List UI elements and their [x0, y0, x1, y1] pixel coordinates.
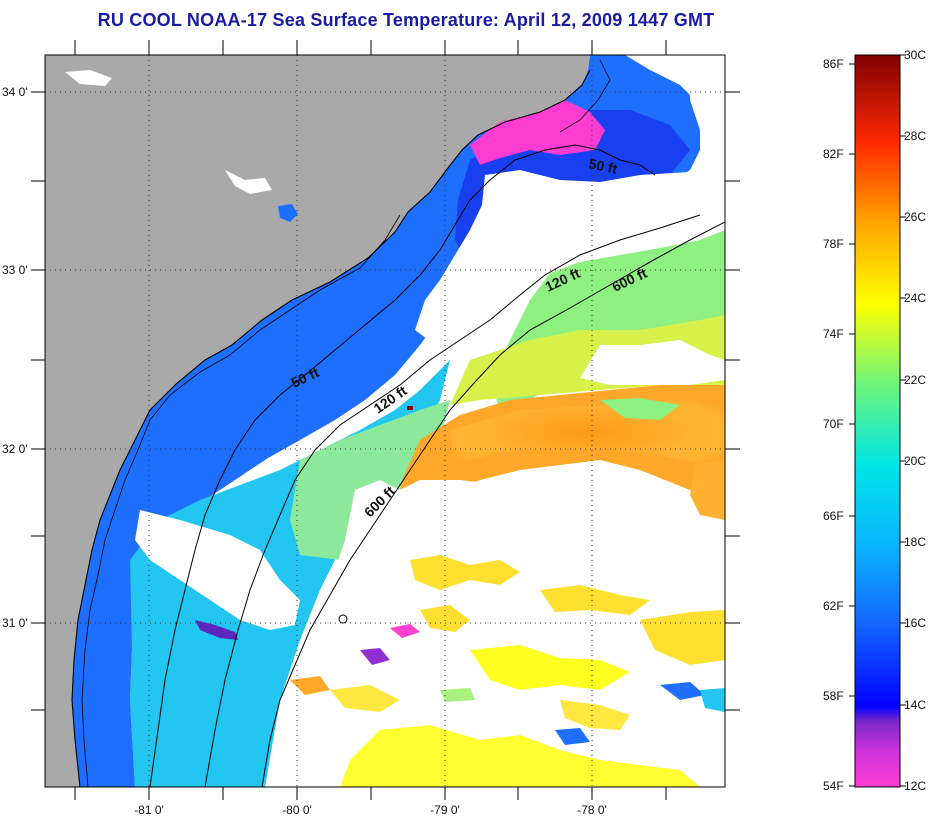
sst-map	[45, 55, 725, 787]
lat-label-33: 33 0'	[2, 263, 28, 277]
colorbar-scale	[854, 54, 901, 788]
warm-pixel-marker	[407, 406, 413, 410]
cold-purple-patch-2	[195, 620, 238, 640]
colorbar-c-30: 30C	[904, 48, 926, 62]
colorbar-c-24: 24C	[904, 291, 926, 305]
barrier-islands	[81, 59, 611, 787]
colorbar-f-82: 82F	[823, 147, 844, 161]
lat-label-31: 31 0'	[2, 616, 28, 630]
station-marker	[338, 614, 348, 624]
isobath-50ft	[149, 144, 656, 787]
map-frame	[44, 54, 726, 788]
colorbar-f-66: 66F	[823, 509, 844, 523]
axis-ticks	[31, 40, 740, 800]
lon-label-78: -78 0'	[577, 803, 607, 817]
colorbar-f-62: 62F	[823, 599, 844, 613]
lon-label-79: -79 0'	[430, 803, 460, 817]
colorbar-c-16: 16C	[904, 616, 926, 630]
isobath-120ft	[204, 214, 701, 787]
lon-label-80: -80 0'	[282, 803, 312, 817]
colorbar-f-78: 78F	[823, 237, 844, 251]
colorbar-c-18: 18C	[904, 535, 926, 549]
isobath-600ft	[261, 221, 725, 787]
coastline	[71, 69, 591, 787]
colorbar-c-20: 20C	[904, 454, 926, 468]
inland-cloud	[225, 170, 272, 194]
colorbar-c-12: 12C	[904, 779, 926, 793]
colorbar-f-58: 58F	[823, 689, 844, 703]
colorbar: 86F 82F 78F 74F 70F 66F 62F 58F 54F 30C …	[823, 48, 926, 793]
colorbar-ticks	[849, 54, 906, 787]
colorbar-f-86: 86F	[823, 57, 844, 71]
lat-label-34: 34 0'	[2, 85, 28, 99]
colorbar-c-22: 22C	[904, 373, 926, 387]
colorbar-f-70: 70F	[823, 417, 844, 431]
map-title: RU COOL NOAA-17 Sea Surface Temperature:…	[97, 10, 715, 30]
grid-lines	[45, 55, 725, 787]
colorbar-f-74: 74F	[823, 327, 844, 341]
lat-label-32: 32 0'	[2, 442, 28, 456]
lon-label-81: -81 0'	[134, 803, 164, 817]
mid-shelf-water	[290, 400, 450, 560]
coldest-water-patch	[470, 100, 605, 165]
contour-label-50ft-north: 50 ft	[587, 155, 619, 177]
colorbar-c-14: 14C	[904, 698, 926, 712]
inland-water	[278, 204, 298, 222]
inland-cloud-2	[65, 70, 112, 86]
colorbar-f-54: 54F	[823, 779, 844, 793]
land-mass	[45, 55, 590, 787]
scattered-sst-specks	[290, 398, 725, 787]
colorbar-c-28: 28C	[904, 129, 926, 143]
colorbar-c-26: 26C	[904, 210, 926, 224]
